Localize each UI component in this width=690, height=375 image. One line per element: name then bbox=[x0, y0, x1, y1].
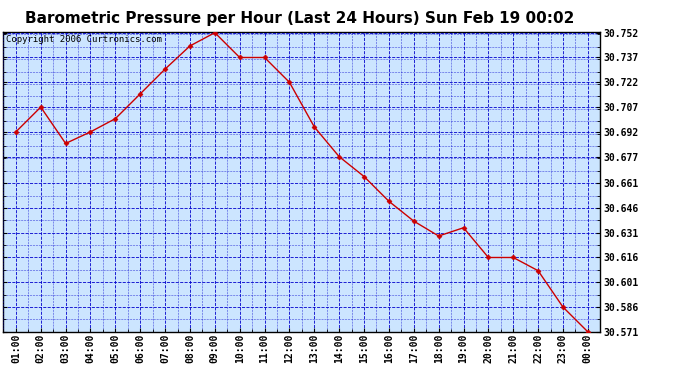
Text: Barometric Pressure per Hour (Last 24 Hours) Sun Feb 19 00:02: Barometric Pressure per Hour (Last 24 Ho… bbox=[26, 11, 575, 26]
Text: Copyright 2006 Curtronics.com: Copyright 2006 Curtronics.com bbox=[6, 35, 162, 44]
